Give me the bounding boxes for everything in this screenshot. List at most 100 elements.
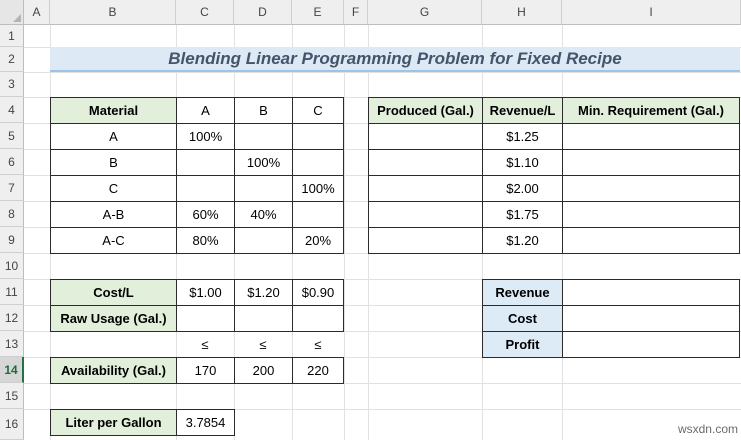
profit-value[interactable] — [562, 331, 740, 358]
row-header-13[interactable]: 13 — [0, 331, 24, 357]
availability-cell[interactable]: 220 — [292, 357, 344, 384]
gridline-horizontal — [24, 409, 741, 410]
production-header-revenue[interactable]: Revenue/L — [482, 97, 563, 124]
recipe-cell[interactable] — [176, 175, 235, 202]
availability-label[interactable]: Availability (Gal.) — [50, 357, 177, 384]
recipe-cell[interactable] — [292, 123, 344, 150]
produced-cell[interactable] — [368, 123, 483, 150]
cost-cell[interactable]: $1.20 — [234, 279, 293, 306]
recipe-cell[interactable] — [234, 227, 293, 254]
recipe-cell[interactable] — [292, 149, 344, 176]
row-header-14[interactable]: 14 — [0, 357, 24, 383]
column-header-e[interactable]: E — [292, 0, 344, 25]
gridline-horizontal — [24, 331, 741, 332]
revenue-per-liter-cell[interactable]: $2.00 — [482, 175, 563, 202]
row-header-12[interactable]: 12 — [0, 305, 24, 331]
recipe-row-material[interactable]: A-B — [50, 201, 177, 228]
recipe-header-material[interactable]: Material — [50, 97, 177, 124]
gridline-horizontal — [24, 72, 741, 73]
gridline-horizontal — [24, 279, 741, 280]
row-header-5[interactable]: 5 — [0, 123, 24, 149]
recipe-cell[interactable]: 100% — [234, 149, 293, 176]
column-header-c[interactable]: C — [176, 0, 234, 25]
column-header-g[interactable]: G — [368, 0, 482, 25]
min-requirement-cell[interactable] — [562, 227, 740, 254]
revenue-label[interactable]: Revenue — [482, 279, 563, 306]
cost-value[interactable] — [562, 305, 740, 332]
row-header-1[interactable]: 1 — [0, 25, 24, 47]
raw-usage-cell[interactable] — [234, 305, 293, 332]
profit-label[interactable]: Profit — [482, 331, 563, 358]
recipe-cell[interactable] — [234, 175, 293, 202]
min-requirement-cell[interactable] — [562, 123, 740, 150]
recipe-header-b[interactable]: B — [234, 97, 293, 124]
constraint-symbol: ≤ — [314, 336, 322, 352]
availability-cell[interactable]: 200 — [234, 357, 293, 384]
recipe-cell[interactable]: 100% — [292, 175, 344, 202]
column-header-i[interactable]: I — [562, 0, 741, 25]
recipe-cell[interactable]: 40% — [234, 201, 293, 228]
cost-label[interactable]: Cost — [482, 305, 563, 332]
raw-usage-label[interactable]: Raw Usage (Gal.) — [50, 305, 177, 332]
column-header-f[interactable]: F — [344, 0, 368, 25]
select-all-corner[interactable] — [0, 0, 24, 25]
availability-cell[interactable]: 170 — [176, 357, 235, 384]
constraint-symbol: ≤ — [259, 336, 267, 352]
constraint-symbol: ≤ — [201, 336, 209, 352]
recipe-header-c[interactable]: C — [292, 97, 344, 124]
recipe-cell[interactable]: 20% — [292, 227, 344, 254]
raw-usage-cell[interactable] — [292, 305, 344, 332]
gridline-horizontal — [24, 305, 741, 306]
corner-triangle-icon — [13, 14, 21, 22]
produced-cell[interactable] — [368, 149, 483, 176]
recipe-row-material[interactable]: B — [50, 149, 177, 176]
row-header-15[interactable]: 15 — [0, 383, 24, 409]
sheet-title[interactable]: Blending Linear Programming Problem for … — [50, 47, 740, 72]
raw-usage-cell[interactable] — [176, 305, 235, 332]
column-header-d[interactable]: D — [234, 0, 292, 25]
row-header-3[interactable]: 3 — [0, 72, 24, 97]
recipe-row-material[interactable]: A — [50, 123, 177, 150]
liter-per-gallon-value[interactable]: 3.7854 — [176, 409, 235, 436]
min-requirement-cell[interactable] — [562, 149, 740, 176]
gridline-vertical — [344, 25, 345, 440]
row-header-2[interactable]: 2 — [0, 47, 24, 72]
produced-cell[interactable] — [368, 227, 483, 254]
revenue-per-liter-cell[interactable]: $1.20 — [482, 227, 563, 254]
row-header-7[interactable]: 7 — [0, 175, 24, 201]
produced-cell[interactable] — [368, 201, 483, 228]
recipe-cell[interactable] — [292, 201, 344, 228]
cost-cell[interactable]: $0.90 — [292, 279, 344, 306]
min-requirement-cell[interactable] — [562, 175, 740, 202]
produced-cell[interactable] — [368, 175, 483, 202]
recipe-cell[interactable] — [176, 149, 235, 176]
row-header-9[interactable]: 9 — [0, 227, 24, 253]
recipe-cell[interactable] — [234, 123, 293, 150]
recipe-cell[interactable]: 80% — [176, 227, 235, 254]
revenue-per-liter-cell[interactable]: $1.75 — [482, 201, 563, 228]
revenue-value[interactable] — [562, 279, 740, 306]
cost-per-liter-label[interactable]: Cost/L — [50, 279, 177, 306]
recipe-cell[interactable]: 100% — [176, 123, 235, 150]
column-header-h[interactable]: H — [482, 0, 562, 25]
revenue-per-liter-cell[interactable]: $1.10 — [482, 149, 563, 176]
recipe-row-material[interactable]: A-C — [50, 227, 177, 254]
gridline-horizontal — [24, 383, 741, 384]
row-header-8[interactable]: 8 — [0, 201, 24, 227]
recipe-cell[interactable]: 60% — [176, 201, 235, 228]
row-header-16[interactable]: 16 — [0, 409, 24, 440]
revenue-per-liter-cell[interactable]: $1.25 — [482, 123, 563, 150]
recipe-header-a[interactable]: A — [176, 97, 235, 124]
liter-per-gallon-label[interactable]: Liter per Gallon — [50, 409, 177, 436]
production-header-min-requirement[interactable]: Min. Requirement (Gal.) — [562, 97, 740, 124]
column-header-a[interactable]: A — [24, 0, 50, 25]
row-header-10[interactable]: 10 — [0, 253, 24, 279]
row-header-6[interactable]: 6 — [0, 149, 24, 175]
cost-cell[interactable]: $1.00 — [176, 279, 235, 306]
min-requirement-cell[interactable] — [562, 201, 740, 228]
row-header-11[interactable]: 11 — [0, 279, 24, 305]
production-header-produced[interactable]: Produced (Gal.) — [368, 97, 483, 124]
row-header-4[interactable]: 4 — [0, 97, 24, 123]
recipe-row-material[interactable]: C — [50, 175, 177, 202]
column-header-b[interactable]: B — [50, 0, 176, 25]
